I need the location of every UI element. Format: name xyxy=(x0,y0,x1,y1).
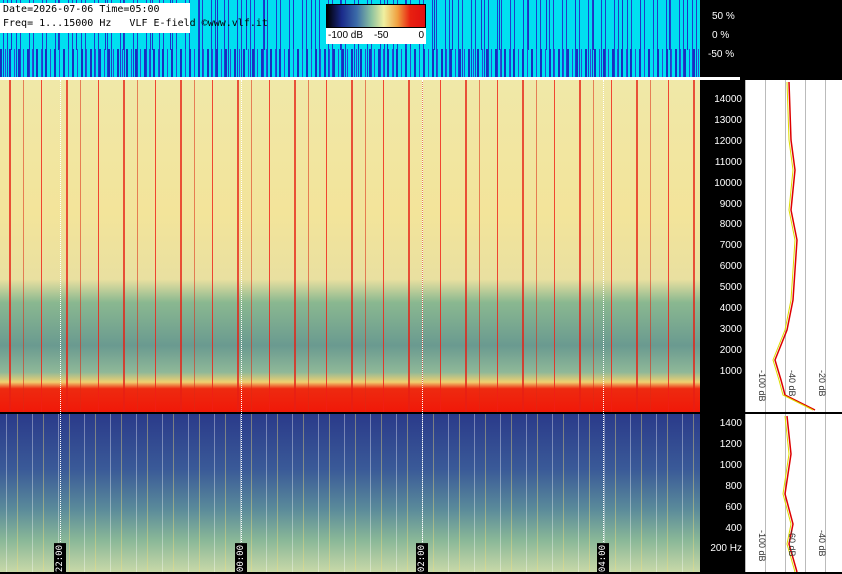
db-label: -100 dB xyxy=(757,370,767,402)
colorbar-label: -100 dB xyxy=(328,30,364,41)
time-line xyxy=(60,80,61,572)
time-label: 04:00 xyxy=(597,543,609,574)
db-label: -40 dB xyxy=(817,530,827,557)
freq-label: 5000 xyxy=(719,282,742,294)
lower-spectrogram xyxy=(0,414,700,572)
amplitude-label: 0 % xyxy=(712,30,730,41)
time-label: 02:00 xyxy=(416,543,428,574)
freq-label: 10000 xyxy=(714,177,742,189)
grid xyxy=(745,80,842,412)
freq-label: 8000 xyxy=(719,219,742,231)
freq-label: 11000 xyxy=(714,156,742,168)
freq-label: 1200 xyxy=(719,438,742,450)
db-label: -100 dB xyxy=(757,530,767,562)
upper-spectrogram xyxy=(0,80,700,412)
lower-profile xyxy=(745,414,842,572)
freq-label: 12000 xyxy=(714,135,742,147)
time-line xyxy=(422,80,423,572)
freq-label: 800 xyxy=(725,480,742,492)
db-label: -60 dB xyxy=(787,530,797,557)
freq-label: 3000 xyxy=(719,323,742,335)
freq-label: 6000 xyxy=(719,261,742,273)
freq-label: 7000 xyxy=(719,240,742,252)
freq-label: 13000 xyxy=(714,114,742,126)
profile-line xyxy=(772,81,816,411)
colorbar-label: -50 xyxy=(374,30,389,41)
info-box: Date=2026-07-06 Time=05:00 Freq= 1...150… xyxy=(0,3,268,33)
time-labels: 22:00 00:00 02:00 04:00 xyxy=(54,80,609,574)
upper-freq-axis: 14000 13000 12000 11000 10000 9000 8000 7000 600… xyxy=(700,80,742,412)
freq-label: 1000 xyxy=(719,459,742,471)
amplitude-axis: 50 % 0 % -50 % xyxy=(700,0,760,77)
colorbar xyxy=(326,4,426,28)
freq-label: 1000 xyxy=(719,365,742,377)
db-label: -40 dB xyxy=(787,370,797,397)
time-line xyxy=(603,80,604,572)
upper-db-labels: -100 dB -40 dB -20 dB xyxy=(745,370,842,412)
amplitude-label: -50 % xyxy=(708,49,735,60)
time-label: 00:00 xyxy=(235,543,247,574)
time-line xyxy=(241,80,242,572)
freq-label: 400 xyxy=(725,522,742,534)
colorbar-label: 0 xyxy=(418,30,424,41)
separator xyxy=(0,77,740,80)
colorbar-box: -100 dB -50 0 xyxy=(326,4,426,44)
profile-line xyxy=(782,415,798,572)
freq-label: 9000 xyxy=(719,198,742,210)
grid xyxy=(745,414,842,572)
amplitude-label: 50 % xyxy=(712,11,735,22)
db-label: -20 dB xyxy=(817,370,827,397)
freq-label: 600 xyxy=(725,501,742,513)
freq-label: 2000 xyxy=(719,344,742,356)
time-label: 22:00 xyxy=(54,543,66,574)
freq-label: 1400 xyxy=(719,418,742,429)
freq-label: 200 Hz xyxy=(710,543,742,555)
upper-profile xyxy=(745,80,842,412)
freq-label: 14000 xyxy=(714,94,742,105)
lower-db-labels: -100 dB -60 dB -40 dB xyxy=(745,530,842,572)
lower-freq-axis: 1400 1200 1000 800 600 400 200 Hz xyxy=(700,414,742,572)
date-time: Date=2026-07-06 Time=05:00 xyxy=(3,4,160,15)
freq-label: 4000 xyxy=(719,303,742,314)
colorbar-labels: -100 dB -50 0 xyxy=(326,30,426,44)
